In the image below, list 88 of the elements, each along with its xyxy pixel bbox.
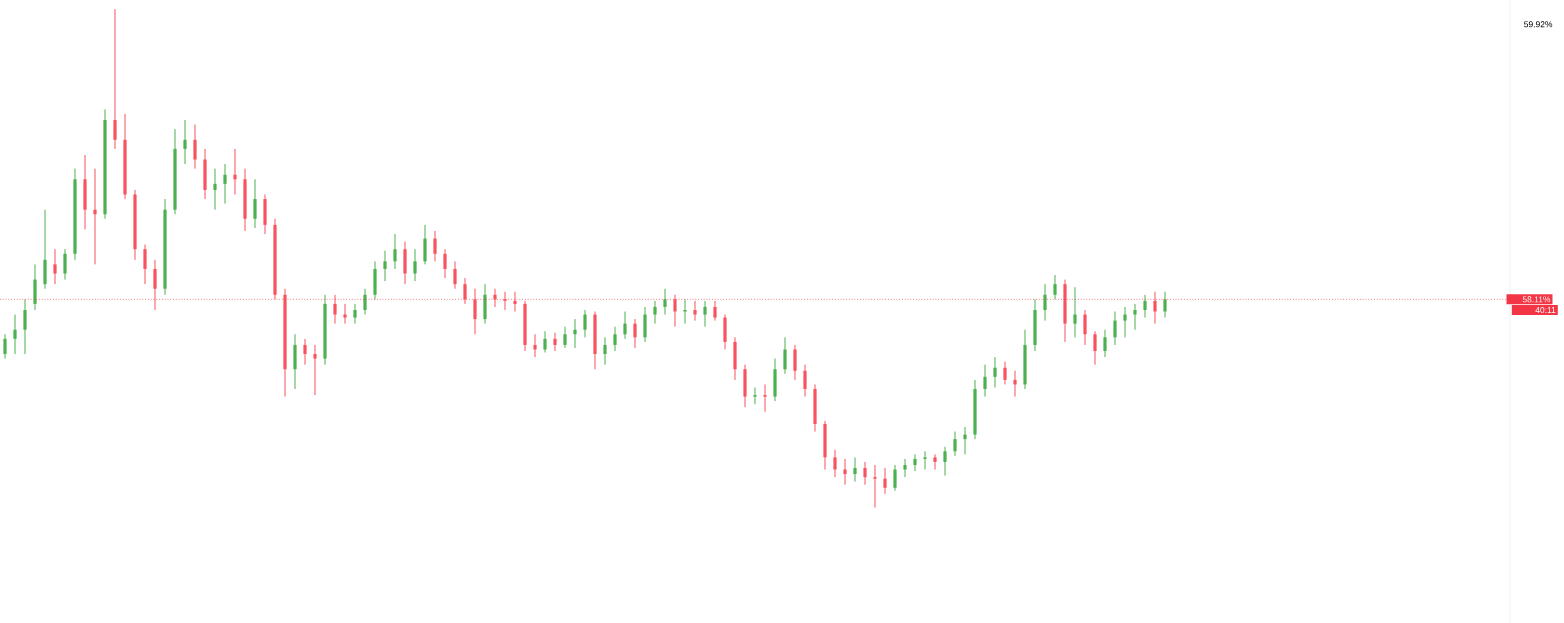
candlestick bbox=[443, 248, 447, 279]
candlestick bbox=[383, 250, 387, 282]
candlestick bbox=[1013, 370, 1017, 398]
candlestick bbox=[493, 288, 497, 308]
candlestick bbox=[643, 306, 647, 343]
candlestick bbox=[1043, 283, 1047, 322]
candlestick bbox=[353, 303, 357, 325]
candlestick bbox=[513, 291, 517, 312]
candlestick bbox=[1003, 361, 1007, 385]
candlestick bbox=[923, 450, 927, 471]
candlestick bbox=[343, 303, 347, 325]
candlestick bbox=[433, 230, 437, 262]
candlestick bbox=[453, 260, 457, 290]
candlestick bbox=[63, 248, 67, 281]
candlestick bbox=[1103, 329, 1107, 358]
candlestick bbox=[1123, 306, 1127, 338]
candlestick bbox=[143, 244, 147, 285]
candlestick bbox=[363, 288, 367, 316]
candlestick bbox=[653, 300, 657, 325]
candlestick bbox=[413, 248, 417, 282]
candlestick bbox=[993, 356, 997, 388]
candlestick bbox=[463, 277, 467, 305]
candlestick bbox=[623, 311, 627, 340]
candlestick bbox=[183, 119, 187, 165]
candlestick bbox=[473, 288, 477, 335]
candlestick bbox=[673, 294, 677, 328]
candlestick bbox=[1163, 291, 1167, 319]
candlestick bbox=[333, 294, 337, 325]
candlestick bbox=[1133, 303, 1137, 331]
candlestick bbox=[1083, 309, 1087, 346]
candlestick bbox=[503, 291, 507, 311]
candlestick bbox=[863, 461, 867, 486]
candlestick bbox=[783, 336, 787, 375]
candlestick bbox=[633, 318, 637, 349]
candlestick bbox=[1153, 291, 1157, 325]
candlestick bbox=[563, 326, 567, 349]
candlestick bbox=[953, 431, 957, 457]
candlestick bbox=[53, 248, 57, 285]
candlestick bbox=[853, 456, 857, 483]
candlestick bbox=[963, 426, 967, 455]
candlestick bbox=[803, 364, 807, 398]
candlestick bbox=[1093, 330, 1097, 366]
candlestick bbox=[693, 300, 697, 322]
candlestick bbox=[313, 344, 317, 396]
candlestick bbox=[113, 8, 117, 150]
candlestick bbox=[303, 338, 307, 366]
candlestick bbox=[153, 259, 157, 311]
candlestick bbox=[423, 224, 427, 265]
candlestick bbox=[883, 467, 887, 495]
text: 40:11 bbox=[1535, 307, 1556, 314]
candlestick bbox=[913, 453, 917, 472]
candlestick bbox=[873, 464, 877, 509]
candlestick bbox=[903, 458, 907, 478]
candlestick bbox=[553, 332, 557, 352]
candlestick bbox=[253, 178, 257, 229]
candlestick bbox=[703, 300, 707, 328]
candlestick bbox=[393, 233, 397, 270]
candlestick bbox=[1053, 274, 1057, 300]
candlestick bbox=[1143, 294, 1147, 319]
candlestick bbox=[213, 168, 217, 211]
candlestick bbox=[1073, 286, 1077, 338]
candlestick bbox=[613, 326, 617, 352]
candlestick bbox=[93, 168, 97, 265]
candlestick bbox=[23, 298, 27, 355]
candlestick bbox=[543, 330, 547, 354]
candlestick bbox=[193, 124, 197, 170]
candlestick bbox=[943, 446, 947, 477]
candlestick bbox=[763, 383, 767, 413]
candlestick bbox=[1113, 311, 1117, 346]
candlestick bbox=[533, 333, 537, 358]
candlestick bbox=[933, 453, 937, 471]
candlestick bbox=[603, 336, 607, 366]
candlestick bbox=[663, 288, 667, 316]
y-tick-label: 59.92% bbox=[1524, 21, 1553, 28]
candlestick bbox=[983, 364, 987, 398]
candlestick bbox=[573, 318, 577, 349]
candlestick bbox=[713, 300, 717, 322]
candlestick bbox=[3, 333, 7, 360]
candlestick bbox=[233, 148, 237, 195]
candlestick bbox=[13, 314, 17, 355]
candlestick bbox=[223, 163, 227, 205]
candlestick bbox=[843, 458, 847, 486]
y-tick-label: 58.11% bbox=[1522, 296, 1551, 303]
candlestick bbox=[753, 386, 757, 405]
candlestick bbox=[833, 449, 837, 478]
candlestick bbox=[793, 344, 797, 381]
candlestick bbox=[583, 309, 587, 338]
candlestick bbox=[893, 464, 897, 492]
